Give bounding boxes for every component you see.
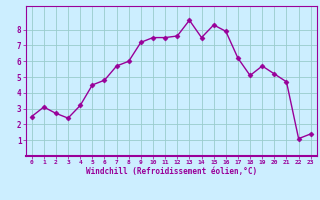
X-axis label: Windchill (Refroidissement éolien,°C): Windchill (Refroidissement éolien,°C) (86, 167, 257, 176)
